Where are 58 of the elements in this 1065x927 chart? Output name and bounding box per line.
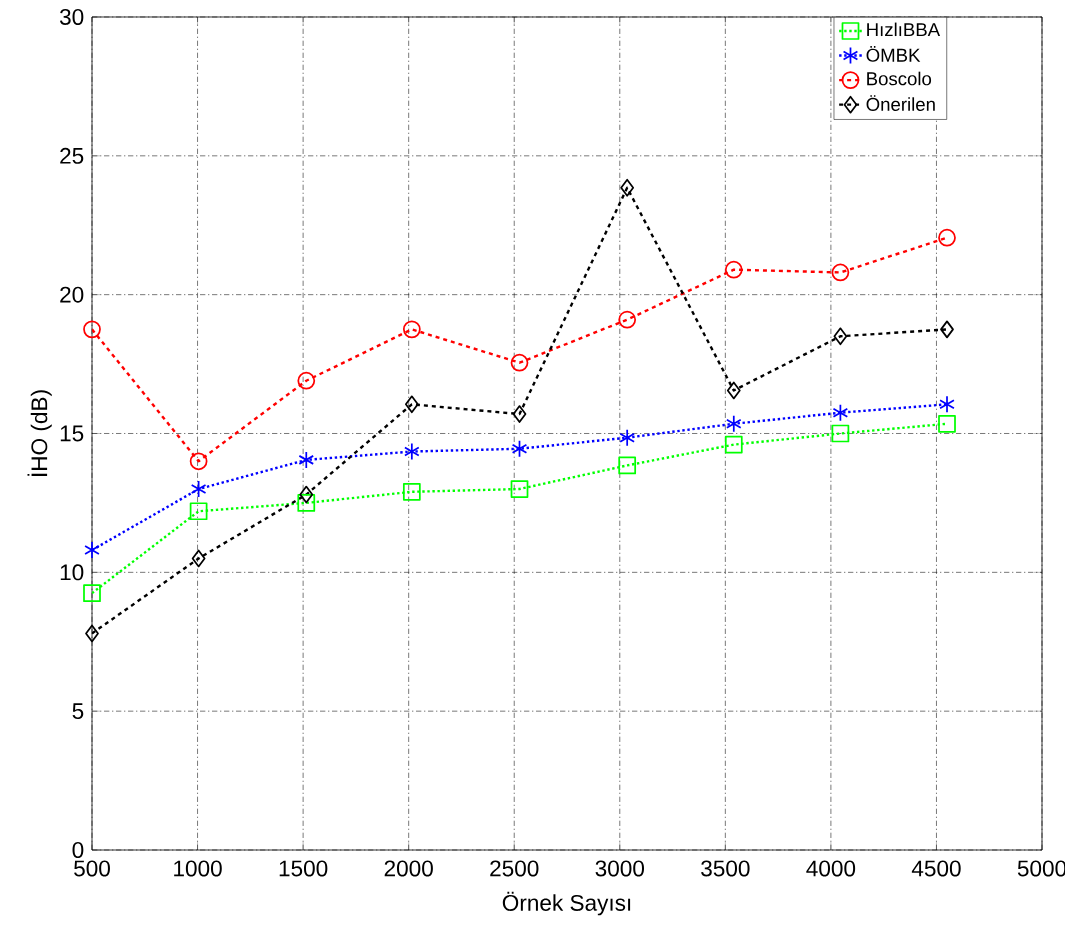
point bbox=[724, 260, 743, 279]
point bbox=[299, 485, 314, 504]
point bbox=[402, 482, 421, 501]
point bbox=[939, 395, 955, 414]
point bbox=[297, 494, 316, 512]
y-tick-label: 10 bbox=[60, 564, 84, 581]
x-tick-label: 500 bbox=[74, 860, 110, 877]
point bbox=[84, 541, 100, 559]
x-tick-label: 1500 bbox=[279, 860, 328, 877]
point bbox=[831, 424, 850, 443]
point bbox=[402, 320, 421, 339]
point bbox=[831, 263, 850, 282]
x-tick-label: 3500 bbox=[701, 860, 750, 877]
point bbox=[510, 353, 529, 372]
point bbox=[404, 442, 420, 461]
point bbox=[940, 320, 954, 339]
point bbox=[510, 480, 529, 498]
y-tick-label: 15 bbox=[60, 425, 84, 442]
point bbox=[726, 381, 741, 400]
point bbox=[191, 549, 206, 568]
x-tick-label: 2000 bbox=[384, 860, 433, 877]
point bbox=[511, 439, 528, 458]
point bbox=[83, 320, 101, 339]
point bbox=[618, 456, 637, 475]
point bbox=[725, 414, 742, 433]
legend-label: Boscolo bbox=[867, 71, 932, 86]
x-tick-label: 3000 bbox=[595, 860, 645, 877]
x-tick-label: 4500 bbox=[911, 860, 961, 877]
point bbox=[189, 452, 208, 471]
point bbox=[619, 428, 635, 447]
point bbox=[404, 395, 419, 414]
y-axis-title: İHO (dB) bbox=[27, 390, 52, 476]
y-tick-label: 5 bbox=[72, 703, 84, 720]
x-tick-label: 1000 bbox=[174, 860, 222, 877]
point bbox=[189, 502, 208, 521]
point bbox=[83, 584, 101, 603]
point bbox=[190, 480, 207, 498]
y-tick-label: 20 bbox=[60, 286, 84, 303]
point bbox=[298, 451, 315, 469]
x-tick-label: 2500 bbox=[490, 860, 539, 877]
y-tick-label: 30 bbox=[59, 9, 84, 25]
x-tick-label: 4000 bbox=[806, 860, 856, 877]
x-axis-title: Örnek Sayısı bbox=[502, 891, 631, 916]
point bbox=[620, 178, 635, 197]
point bbox=[618, 310, 637, 329]
legend-label: ÖMBK bbox=[866, 46, 921, 62]
point bbox=[938, 414, 956, 433]
point bbox=[832, 403, 849, 422]
legend-label: HızlıBBA bbox=[867, 22, 941, 37]
y-tick-label: 25 bbox=[60, 147, 84, 164]
y-tick-label: 0 bbox=[72, 842, 84, 858]
point bbox=[938, 228, 956, 247]
legend-label: Önerilen bbox=[866, 95, 935, 111]
point bbox=[833, 327, 848, 346]
point bbox=[297, 371, 316, 390]
point bbox=[512, 405, 527, 423]
point bbox=[85, 624, 99, 643]
point bbox=[724, 435, 743, 454]
